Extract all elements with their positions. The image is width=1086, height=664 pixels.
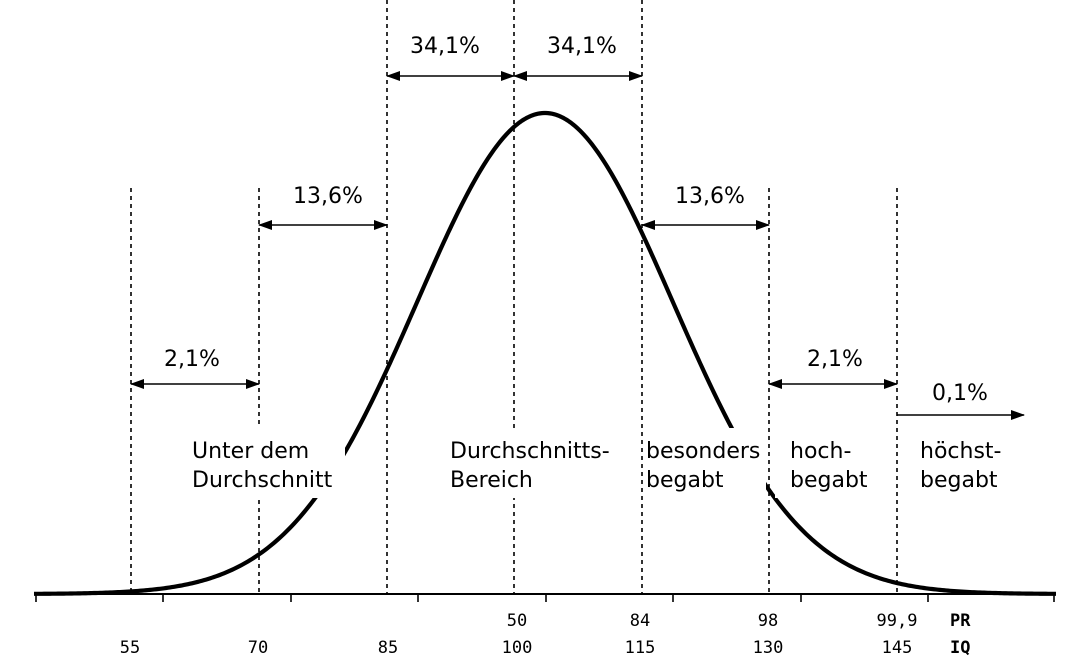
range-arrows [130, 71, 1025, 420]
pr-tick-50: 50 [507, 611, 527, 631]
category-average-line1: Durchschnitts- [450, 439, 610, 464]
iq-tick-55: 55 [120, 638, 140, 658]
pct-label-left-21: 2,1% [164, 347, 220, 372]
iq-tick-115: 115 [625, 638, 656, 658]
pct-label-left-341: 34,1% [410, 34, 480, 59]
pct-label-right-341: 34,1% [547, 34, 617, 59]
pct-label-right-01: 0,1% [932, 381, 988, 406]
iq-scale: 55 70 85 100 115 130 145 IQ [120, 638, 971, 658]
category-most-gifted-line2: begabt [920, 468, 998, 493]
label-backgrounds [187, 428, 1012, 498]
pct-label-right-136: 13,6% [675, 184, 745, 209]
pct-label-left-136: 13,6% [293, 184, 363, 209]
pr-scale-label: PR [950, 611, 971, 631]
iq-tick-130: 130 [753, 638, 784, 658]
iq-scale-label: IQ [950, 638, 970, 658]
category-especially-gifted-line2: begabt [646, 468, 724, 493]
iq-tick-70: 70 [248, 638, 268, 658]
category-below-average-line2: Durchschnitt [192, 468, 333, 493]
category-average-line2: Bereich [450, 468, 533, 493]
baseline-axis [34, 593, 1056, 602]
category-especially-gifted-line1: besonders [646, 439, 760, 464]
sigma-boundaries [130, 0, 898, 594]
pr-tick-84: 84 [630, 611, 650, 631]
iq-tick-145: 145 [882, 638, 913, 658]
pr-scale: 50 84 98 99,9 PR [507, 611, 971, 631]
category-highly-gifted-line1: hoch- [790, 439, 851, 464]
pr-tick-98: 98 [758, 611, 778, 631]
category-most-gifted-line1: höchst- [920, 439, 1001, 464]
bell-curve [33, 110, 1057, 596]
percentage-labels: 2,1% 13,6% 34,1% 34,1% 13,6% 2,1% 0,1% [164, 34, 988, 406]
category-highly-gifted-line2: begabt [790, 468, 868, 493]
iq-tick-85: 85 [378, 638, 398, 658]
category-labels: Unter dem Durchschnitt Durchschnitts- Be… [192, 439, 1001, 493]
category-below-average-line1: Unter dem [192, 439, 309, 464]
pct-label-right-21: 2,1% [807, 347, 863, 372]
pr-tick-99-9: 99,9 [877, 611, 918, 631]
iq-tick-100: 100 [502, 638, 533, 658]
